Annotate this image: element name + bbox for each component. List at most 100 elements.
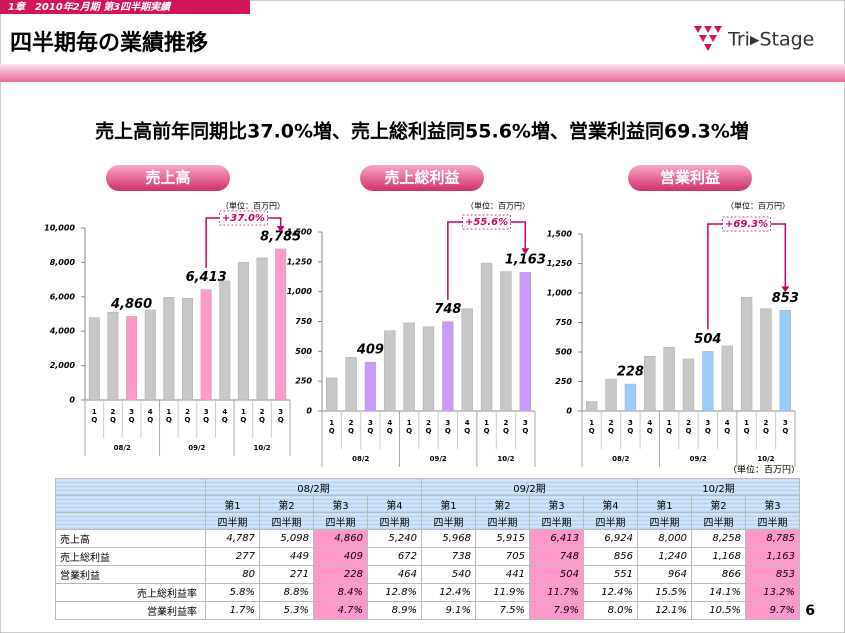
- unit: （単位：百万円）: [726, 201, 790, 211]
- x-tick-label: 1Q: [405, 419, 413, 435]
- x-tick-label: 3Q: [202, 408, 210, 424]
- sub-header: 四半期: [259, 512, 314, 530]
- cell: 540: [421, 565, 476, 584]
- cell: 672: [367, 547, 422, 566]
- cell: 9.1%: [421, 601, 476, 620]
- header-band: [0, 64, 845, 82]
- period-header: 08/2期: [205, 478, 422, 496]
- table-row: 売上総利益率 5.8% 8.8% 8.4% 12.8% 12.4% 11.9% 11.7% 12…: [55, 583, 800, 602]
- cell: 5,968: [421, 529, 476, 548]
- cell: 10.5%: [691, 601, 746, 620]
- y-tick-label: 500: [555, 348, 572, 357]
- header-cell: [55, 512, 206, 530]
- cell: 464: [367, 565, 422, 584]
- x-tick-label: 3Q: [781, 419, 789, 435]
- group-label: 09/2: [188, 444, 205, 452]
- bar: [364, 361, 377, 412]
- cell: 9.7%: [745, 601, 800, 620]
- data-label: 748: [434, 302, 461, 317]
- sub-header: 四半期: [421, 512, 476, 530]
- bar: [644, 355, 656, 412]
- bar: [107, 312, 119, 401]
- x-tick-label: 2Q: [685, 419, 693, 435]
- bar: [275, 248, 287, 401]
- chapter-band: [0, 0, 250, 14]
- cell: 7.5%: [475, 601, 530, 620]
- group-label: 08/2: [612, 455, 629, 463]
- bar: [760, 308, 772, 412]
- x-tick-label: 2Q: [607, 419, 615, 435]
- y-tick-label: 4,000: [49, 327, 76, 336]
- x-tick-label: 3Q: [626, 419, 634, 435]
- y-tick-label: 8,000: [50, 258, 76, 267]
- x-tick-label: 2Q: [258, 408, 266, 424]
- y-tick-label: 1,250: [287, 257, 313, 266]
- data-label: 504: [694, 332, 721, 347]
- slide-title: 四半期毎の業績推移: [10, 30, 208, 56]
- sub-header: 四半期: [529, 512, 584, 530]
- cell: 12.8%: [367, 583, 422, 602]
- y-tick-label: 2,000: [50, 361, 76, 370]
- row-label: 営業利益: [55, 565, 206, 584]
- y-tick-label: 250: [295, 377, 312, 386]
- cell: 271: [259, 565, 314, 584]
- bar: [500, 271, 512, 412]
- cell: 8,258: [691, 529, 746, 548]
- x-tick-label: 3Q: [521, 419, 529, 435]
- annotation-box: [722, 216, 771, 232]
- x-tick-label: 4Q: [646, 419, 654, 435]
- bar: [126, 316, 138, 401]
- cell: 277: [205, 547, 260, 566]
- x-tick-label: 1Q: [665, 419, 673, 435]
- table-row: 営業利益 80 271 228 464 540 441 504 551 964 866 853: [55, 565, 800, 584]
- sub-header: 四半期: [583, 512, 638, 530]
- bar: [163, 297, 175, 401]
- data-label: 4,860: [110, 297, 152, 312]
- period-header: 09/2期: [421, 478, 638, 496]
- cell: 8.9%: [367, 601, 422, 620]
- data-label: 853: [772, 291, 799, 306]
- chart-title: 売上総利益: [384, 169, 459, 187]
- bar: [605, 378, 617, 412]
- cell: 738: [421, 547, 476, 566]
- x-tick-label: 2Q: [502, 419, 510, 435]
- x-tick-label: 2Q: [762, 419, 770, 435]
- cell: 1.7%: [205, 601, 260, 620]
- cell: 748: [529, 547, 584, 566]
- unit: （単位：百万円）: [221, 201, 285, 211]
- bar: [144, 309, 156, 401]
- sub-header: 四半期: [637, 512, 692, 530]
- bar: [702, 351, 714, 412]
- x-tick-label: 1Q: [328, 419, 336, 435]
- cell: 5,915: [475, 529, 530, 548]
- data-table: 08/2期 09/2期 10/2期 第1 第2 第3 第4 第1 第2 第3 第4 第1 第2 第3 四半期…: [55, 478, 800, 620]
- cell: 8,785: [745, 529, 800, 548]
- x-tick-label: 3Q: [128, 408, 136, 424]
- cell: 5,240: [367, 529, 422, 548]
- group-label: 10/2: [757, 455, 774, 463]
- x-tick-label: 3Q: [366, 419, 374, 435]
- group-label: 09/2: [430, 455, 447, 463]
- cell: 8.8%: [259, 583, 314, 602]
- bar: [237, 262, 249, 401]
- annotation-arrow: [781, 286, 790, 293]
- bar: [326, 377, 338, 412]
- cell: 4.7%: [313, 601, 368, 620]
- y-tick-label: 0: [566, 407, 572, 416]
- sub-header: 四半期: [367, 512, 422, 530]
- quarter-header: 第2: [691, 495, 746, 513]
- x-tick-label: 1Q: [165, 408, 173, 424]
- logo-mark: [694, 26, 722, 51]
- cell: 14.1%: [691, 583, 746, 602]
- cell: 11.9%: [475, 583, 530, 602]
- annotation: +37.0%: [222, 213, 265, 224]
- title-pill: [106, 165, 230, 191]
- table-row: 売上総利益 277 449 409 672 738 705 748 856 1,240 1,168 1…: [55, 547, 800, 566]
- chapter: 1章 2010年2月期 第3四半期実績: [8, 1, 172, 13]
- group-label: 09/2: [690, 455, 707, 463]
- y-tick-label: 1,000: [547, 289, 573, 298]
- x-tick-label: 1Q: [743, 419, 751, 435]
- x-tick-label: 4Q: [221, 408, 229, 424]
